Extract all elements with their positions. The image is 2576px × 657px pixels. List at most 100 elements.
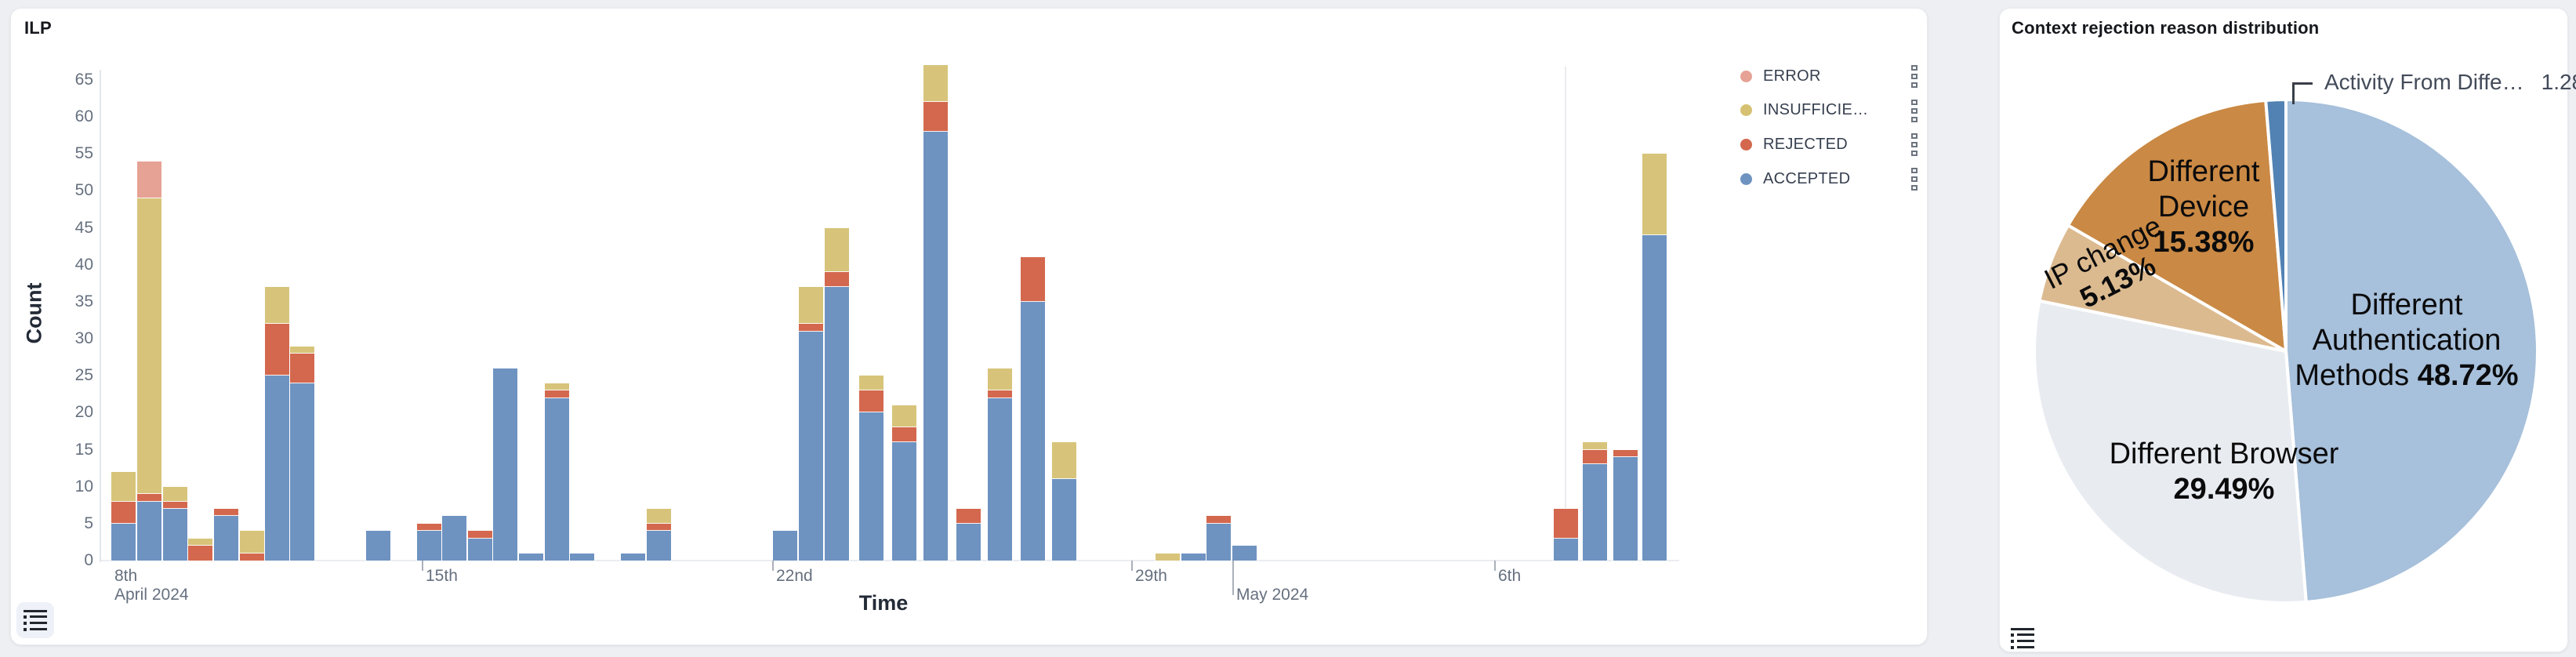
bar-segment-insufficient[interactable] <box>544 382 570 392</box>
legend-toggle-button[interactable] <box>16 602 54 638</box>
bar-segment-rejected[interactable] <box>891 427 917 444</box>
bar-segment-insufficient[interactable] <box>798 286 824 325</box>
bar-segment-accepted[interactable] <box>1642 234 1667 561</box>
bar-segment-rejected[interactable] <box>111 500 136 525</box>
legend-drag-handle-icon[interactable] <box>1911 133 1917 157</box>
bar-segment-insufficient[interactable] <box>891 404 917 429</box>
bar-segment-insufficient[interactable] <box>1051 441 1077 481</box>
bar-segment-rejected[interactable] <box>162 500 188 510</box>
bar-segment-insufficient[interactable] <box>264 286 290 325</box>
bar[interactable] <box>1553 508 1579 562</box>
bar-segment-rejected[interactable] <box>987 390 1013 399</box>
bar-segment-rejected[interactable] <box>1613 448 1638 459</box>
pie-slice-activity-from-diffe-[interactable] <box>2264 98 2288 353</box>
bar-segment-insufficient[interactable] <box>923 64 949 103</box>
bar-segment-accepted[interactable] <box>1613 456 1638 562</box>
bar-segment-accepted[interactable] <box>264 375 290 561</box>
bar[interactable] <box>1206 515 1232 562</box>
bar[interactable] <box>1020 256 1046 562</box>
bar[interactable] <box>956 508 981 562</box>
bar[interactable] <box>264 286 290 561</box>
bar[interactable] <box>1613 448 1638 562</box>
bar-segment-rejected[interactable] <box>264 323 290 377</box>
bar-segment-rejected[interactable] <box>289 352 315 384</box>
bar-segment-accepted[interactable] <box>1553 537 1579 562</box>
bar-segment-accepted[interactable] <box>1206 522 1232 562</box>
legend-item-rejected[interactable]: REJECTED <box>1740 133 1848 155</box>
bar[interactable] <box>136 160 162 562</box>
bar-segment-accepted[interactable] <box>646 530 672 561</box>
bar-segment-insufficient[interactable] <box>646 508 672 525</box>
bar-segment-insufficient[interactable] <box>987 367 1013 392</box>
pie-slice-different-device[interactable] <box>2066 99 2288 353</box>
bar[interactable] <box>923 64 949 561</box>
bar-segment-rejected[interactable] <box>213 507 239 517</box>
bar[interactable] <box>1051 441 1077 561</box>
bar-segment-rejected[interactable] <box>239 552 265 562</box>
bar-segment-insufficient[interactable] <box>824 227 850 274</box>
bar[interactable] <box>544 382 570 562</box>
bar[interactable] <box>111 470 136 562</box>
bar-segment-accepted[interactable] <box>1051 478 1077 561</box>
bar-segment-accepted[interactable] <box>798 330 824 562</box>
bar-segment-accepted[interactable] <box>111 522 136 562</box>
bar-segment-rejected[interactable] <box>187 545 213 561</box>
bar-segment-accepted[interactable] <box>492 367 518 562</box>
bar-segment-accepted[interactable] <box>1181 552 1206 562</box>
bar[interactable] <box>365 530 391 561</box>
bar-segment-accepted[interactable] <box>544 397 570 562</box>
pie-slice-different-browser[interactable] <box>2033 299 2308 604</box>
bar-segment-accepted[interactable] <box>1582 463 1608 561</box>
bar-segment-accepted[interactable] <box>467 537 493 562</box>
bar-segment-accepted[interactable] <box>569 552 595 562</box>
bar-segment-rejected[interactable] <box>1553 508 1579 539</box>
bar[interactable] <box>569 552 595 562</box>
bar[interactable] <box>416 522 442 561</box>
bar-segment-insufficient[interactable] <box>187 537 213 547</box>
bar[interactable] <box>987 367 1013 562</box>
bar-segment-insufficient[interactable] <box>239 530 265 554</box>
bar-segment-error[interactable] <box>136 160 162 199</box>
bar-segment-insufficient[interactable] <box>1582 441 1608 451</box>
bar-segment-rejected[interactable] <box>956 508 981 525</box>
bar[interactable] <box>1582 441 1608 561</box>
bar-segment-rejected[interactable] <box>467 530 493 539</box>
bar-segment-accepted[interactable] <box>365 530 391 561</box>
bar-segment-accepted[interactable] <box>289 382 315 562</box>
bar[interactable] <box>441 515 467 561</box>
bar-segment-accepted[interactable] <box>923 131 949 561</box>
bar-segment-accepted[interactable] <box>416 530 442 561</box>
legend-drag-handle-icon[interactable] <box>1911 168 1917 191</box>
bar-segment-insufficient[interactable] <box>289 345 315 354</box>
bar-segment-accepted[interactable] <box>1232 545 1257 561</box>
legend-toggle-button[interactable] <box>2004 620 2041 656</box>
bar[interactable] <box>824 227 850 561</box>
bar[interactable] <box>239 530 265 562</box>
bar[interactable] <box>1232 545 1257 561</box>
bar-segment-accepted[interactable] <box>987 397 1013 562</box>
bar-segment-rejected[interactable] <box>1020 256 1046 303</box>
bar-segment-accepted[interactable] <box>136 500 162 562</box>
legend-item-insufficie-[interactable]: INSUFFICIE… <box>1740 100 1868 122</box>
bar[interactable] <box>772 530 798 561</box>
bar-segment-accepted[interactable] <box>824 286 850 561</box>
bar[interactable] <box>646 508 672 561</box>
bar-segment-accepted[interactable] <box>772 530 798 561</box>
bar[interactable] <box>798 286 824 562</box>
bar-segment-insufficient[interactable] <box>1642 153 1667 237</box>
bar-segment-accepted[interactable] <box>441 515 467 561</box>
bar-segment-insufficient[interactable] <box>858 375 884 392</box>
bar-segment-insufficient[interactable] <box>136 197 162 495</box>
legend-drag-handle-icon[interactable] <box>1911 65 1917 88</box>
bar-segment-rejected[interactable] <box>646 522 672 532</box>
bar-segment-accepted[interactable] <box>518 552 544 562</box>
bar[interactable] <box>1642 153 1667 561</box>
bar[interactable] <box>289 345 315 562</box>
bar[interactable] <box>213 507 239 561</box>
bar-segment-rejected[interactable] <box>544 390 570 399</box>
bar-segment-insufficient[interactable] <box>1155 552 1181 562</box>
bar-segment-insufficient[interactable] <box>162 485 188 503</box>
bar-segment-rejected[interactable] <box>1582 448 1608 466</box>
bar-segment-accepted[interactable] <box>1020 300 1046 562</box>
bar-segment-rejected[interactable] <box>858 390 884 414</box>
